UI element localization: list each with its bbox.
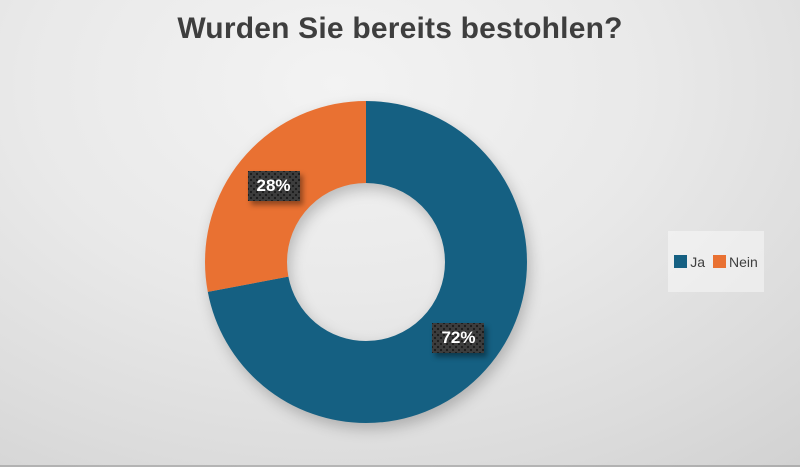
legend-item-nein: Nein [713,254,758,270]
chart-title: Wurden Sie bereits bestohlen? [177,12,623,45]
legend-swatch-ja [674,255,688,268]
data-label-ja: 72% [432,323,484,353]
donut-chart [205,101,527,423]
legend-label-nein: Nein [729,253,758,270]
donut-slice-nein [205,101,527,423]
legend-items: Ja Nein [674,254,758,270]
legend: Ja Nein [668,231,764,292]
legend-label-ja: Ja [690,253,705,270]
legend-swatch-nein [713,255,726,268]
data-label-nein: 28% [248,171,300,201]
legend-item-ja: Ja [674,254,705,270]
